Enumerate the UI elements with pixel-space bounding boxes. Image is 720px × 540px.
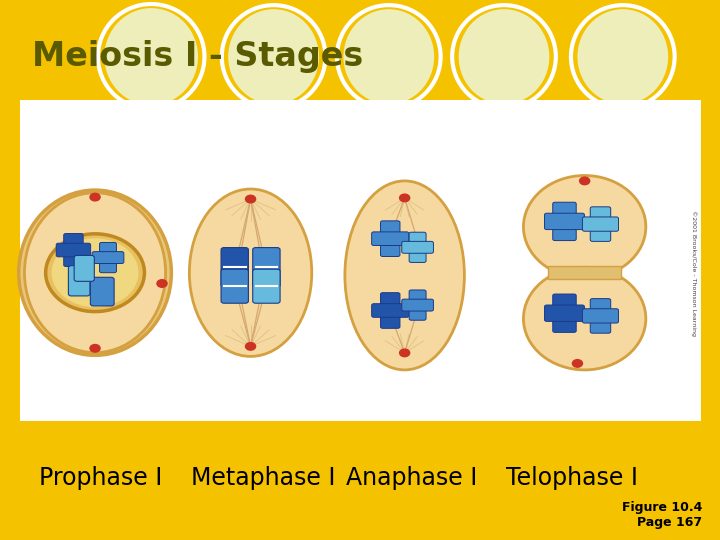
FancyBboxPatch shape xyxy=(381,221,400,256)
FancyBboxPatch shape xyxy=(91,278,114,306)
Ellipse shape xyxy=(459,9,549,104)
FancyBboxPatch shape xyxy=(381,293,400,328)
Ellipse shape xyxy=(52,238,138,307)
Text: Prophase I: Prophase I xyxy=(39,466,163,490)
Circle shape xyxy=(90,345,100,352)
FancyBboxPatch shape xyxy=(582,309,618,323)
Ellipse shape xyxy=(523,176,646,278)
FancyBboxPatch shape xyxy=(68,266,90,296)
Ellipse shape xyxy=(45,234,145,312)
FancyBboxPatch shape xyxy=(221,247,248,287)
FancyBboxPatch shape xyxy=(372,232,409,246)
FancyBboxPatch shape xyxy=(64,233,84,266)
FancyBboxPatch shape xyxy=(553,202,576,241)
Circle shape xyxy=(400,349,410,356)
Circle shape xyxy=(572,360,582,367)
Text: Metaphase I: Metaphase I xyxy=(191,466,335,490)
Circle shape xyxy=(400,194,410,201)
Ellipse shape xyxy=(345,181,464,370)
FancyBboxPatch shape xyxy=(253,247,280,287)
FancyBboxPatch shape xyxy=(409,232,426,262)
Ellipse shape xyxy=(104,8,198,105)
Text: Meiosis I - Stages: Meiosis I - Stages xyxy=(32,40,364,73)
Ellipse shape xyxy=(189,189,312,356)
FancyBboxPatch shape xyxy=(548,266,621,279)
Circle shape xyxy=(246,195,256,203)
FancyBboxPatch shape xyxy=(553,294,576,333)
Ellipse shape xyxy=(19,190,171,355)
Text: Anaphase I: Anaphase I xyxy=(346,466,477,490)
FancyBboxPatch shape xyxy=(74,255,94,281)
FancyBboxPatch shape xyxy=(372,303,409,318)
Ellipse shape xyxy=(343,9,434,104)
Circle shape xyxy=(157,280,167,287)
Circle shape xyxy=(246,342,256,350)
Text: ©2001 Brooks/Cole - Thomson Learning: ©2001 Brooks/Cole - Thomson Learning xyxy=(690,210,696,336)
Text: Figure 10.4
Page 167: Figure 10.4 Page 167 xyxy=(621,501,702,529)
FancyBboxPatch shape xyxy=(590,299,611,333)
FancyBboxPatch shape xyxy=(92,252,124,264)
FancyBboxPatch shape xyxy=(99,242,117,273)
FancyBboxPatch shape xyxy=(253,269,280,303)
Text: Telophase I: Telophase I xyxy=(506,466,639,490)
Ellipse shape xyxy=(228,9,319,104)
FancyBboxPatch shape xyxy=(582,217,618,231)
Ellipse shape xyxy=(523,267,646,370)
FancyBboxPatch shape xyxy=(221,269,248,303)
FancyBboxPatch shape xyxy=(590,207,611,241)
FancyBboxPatch shape xyxy=(544,305,585,321)
Circle shape xyxy=(90,193,100,201)
FancyBboxPatch shape xyxy=(409,290,426,320)
FancyBboxPatch shape xyxy=(402,241,433,253)
Circle shape xyxy=(580,177,590,185)
Ellipse shape xyxy=(24,193,166,353)
FancyBboxPatch shape xyxy=(20,100,701,421)
FancyBboxPatch shape xyxy=(56,243,91,257)
Ellipse shape xyxy=(577,9,668,104)
FancyBboxPatch shape xyxy=(544,213,585,230)
FancyBboxPatch shape xyxy=(402,299,433,311)
